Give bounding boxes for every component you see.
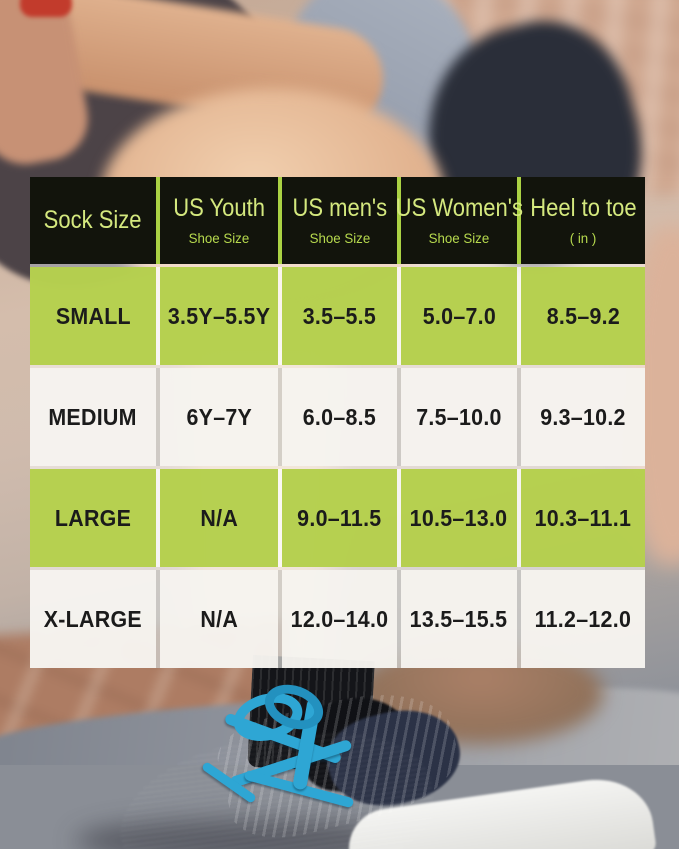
- cell-size: LARGE: [30, 469, 156, 567]
- header-label: US Women's: [395, 194, 523, 223]
- header-label: US Youth: [173, 194, 265, 223]
- header-sublabel: Shoe Size: [428, 229, 490, 246]
- cell-us-mens: 12.0–14.0: [282, 570, 397, 668]
- cell-size: MEDIUM: [30, 368, 156, 466]
- cell-heel-to-toe: 10.3–11.1: [521, 469, 645, 567]
- cell-heel-to-toe: 11.2–12.0: [521, 570, 645, 668]
- cell-us-mens: 9.0–11.5: [282, 469, 397, 567]
- table-row-small: SMALL 3.5Y–5.5Y 3.5–5.5 5.0–7.0 8.5–9.2: [30, 267, 645, 365]
- size-chart-table: Sock Size US Youth Shoe Size US men's Sh…: [30, 177, 645, 668]
- cell-us-mens: 6.0–8.5: [282, 368, 397, 466]
- cell-us-womens: 5.0–7.0: [401, 267, 517, 365]
- header-cell-us-mens: US men's Shoe Size: [282, 177, 397, 264]
- cell-size: SMALL: [30, 267, 156, 365]
- cell-us-womens: 7.5–10.0: [401, 368, 517, 466]
- cell-us-youth: N/A: [160, 570, 278, 668]
- header-sublabel: ( in ): [569, 229, 597, 246]
- table-row-medium: MEDIUM 6Y–7Y 6.0–8.5 7.5–10.0 9.3–10.2: [30, 368, 645, 466]
- cell-heel-to-toe: 8.5–9.2: [521, 267, 645, 365]
- table-row-x-large: X-LARGE N/A 12.0–14.0 13.5–15.5 11.2–12.…: [30, 570, 645, 668]
- photo-red-object: [20, 0, 72, 17]
- cell-size: X-LARGE: [30, 570, 156, 668]
- cell-us-youth: 3.5Y–5.5Y: [160, 267, 278, 365]
- header-cell-sock-size: Sock Size: [30, 177, 156, 264]
- header-sublabel: Shoe Size: [309, 229, 370, 246]
- header-label: Heel to toe: [529, 194, 637, 223]
- cell-us-mens: 3.5–5.5: [282, 267, 397, 365]
- cell-us-womens: 10.5–13.0: [401, 469, 517, 567]
- cell-us-youth: N/A: [160, 469, 278, 567]
- cell-us-youth: 6Y–7Y: [160, 368, 278, 466]
- table-header-row: Sock Size US Youth Shoe Size US men's Sh…: [30, 177, 645, 264]
- cell-heel-to-toe: 9.3–10.2: [521, 368, 645, 466]
- header-sublabel: Shoe Size: [188, 229, 250, 246]
- cell-us-womens: 13.5–15.5: [401, 570, 517, 668]
- header-label: Sock Size: [44, 206, 142, 235]
- header-label: US men's: [292, 194, 387, 223]
- table-row-large: LARGE N/A 9.0–11.5 10.5–13.0 10.3–11.1: [30, 469, 645, 567]
- header-cell-us-womens: US Women's Shoe Size: [395, 177, 523, 264]
- header-cell-heel-to-toe: Heel to toe ( in ): [521, 177, 645, 264]
- header-cell-us-youth: US Youth Shoe Size: [160, 177, 278, 264]
